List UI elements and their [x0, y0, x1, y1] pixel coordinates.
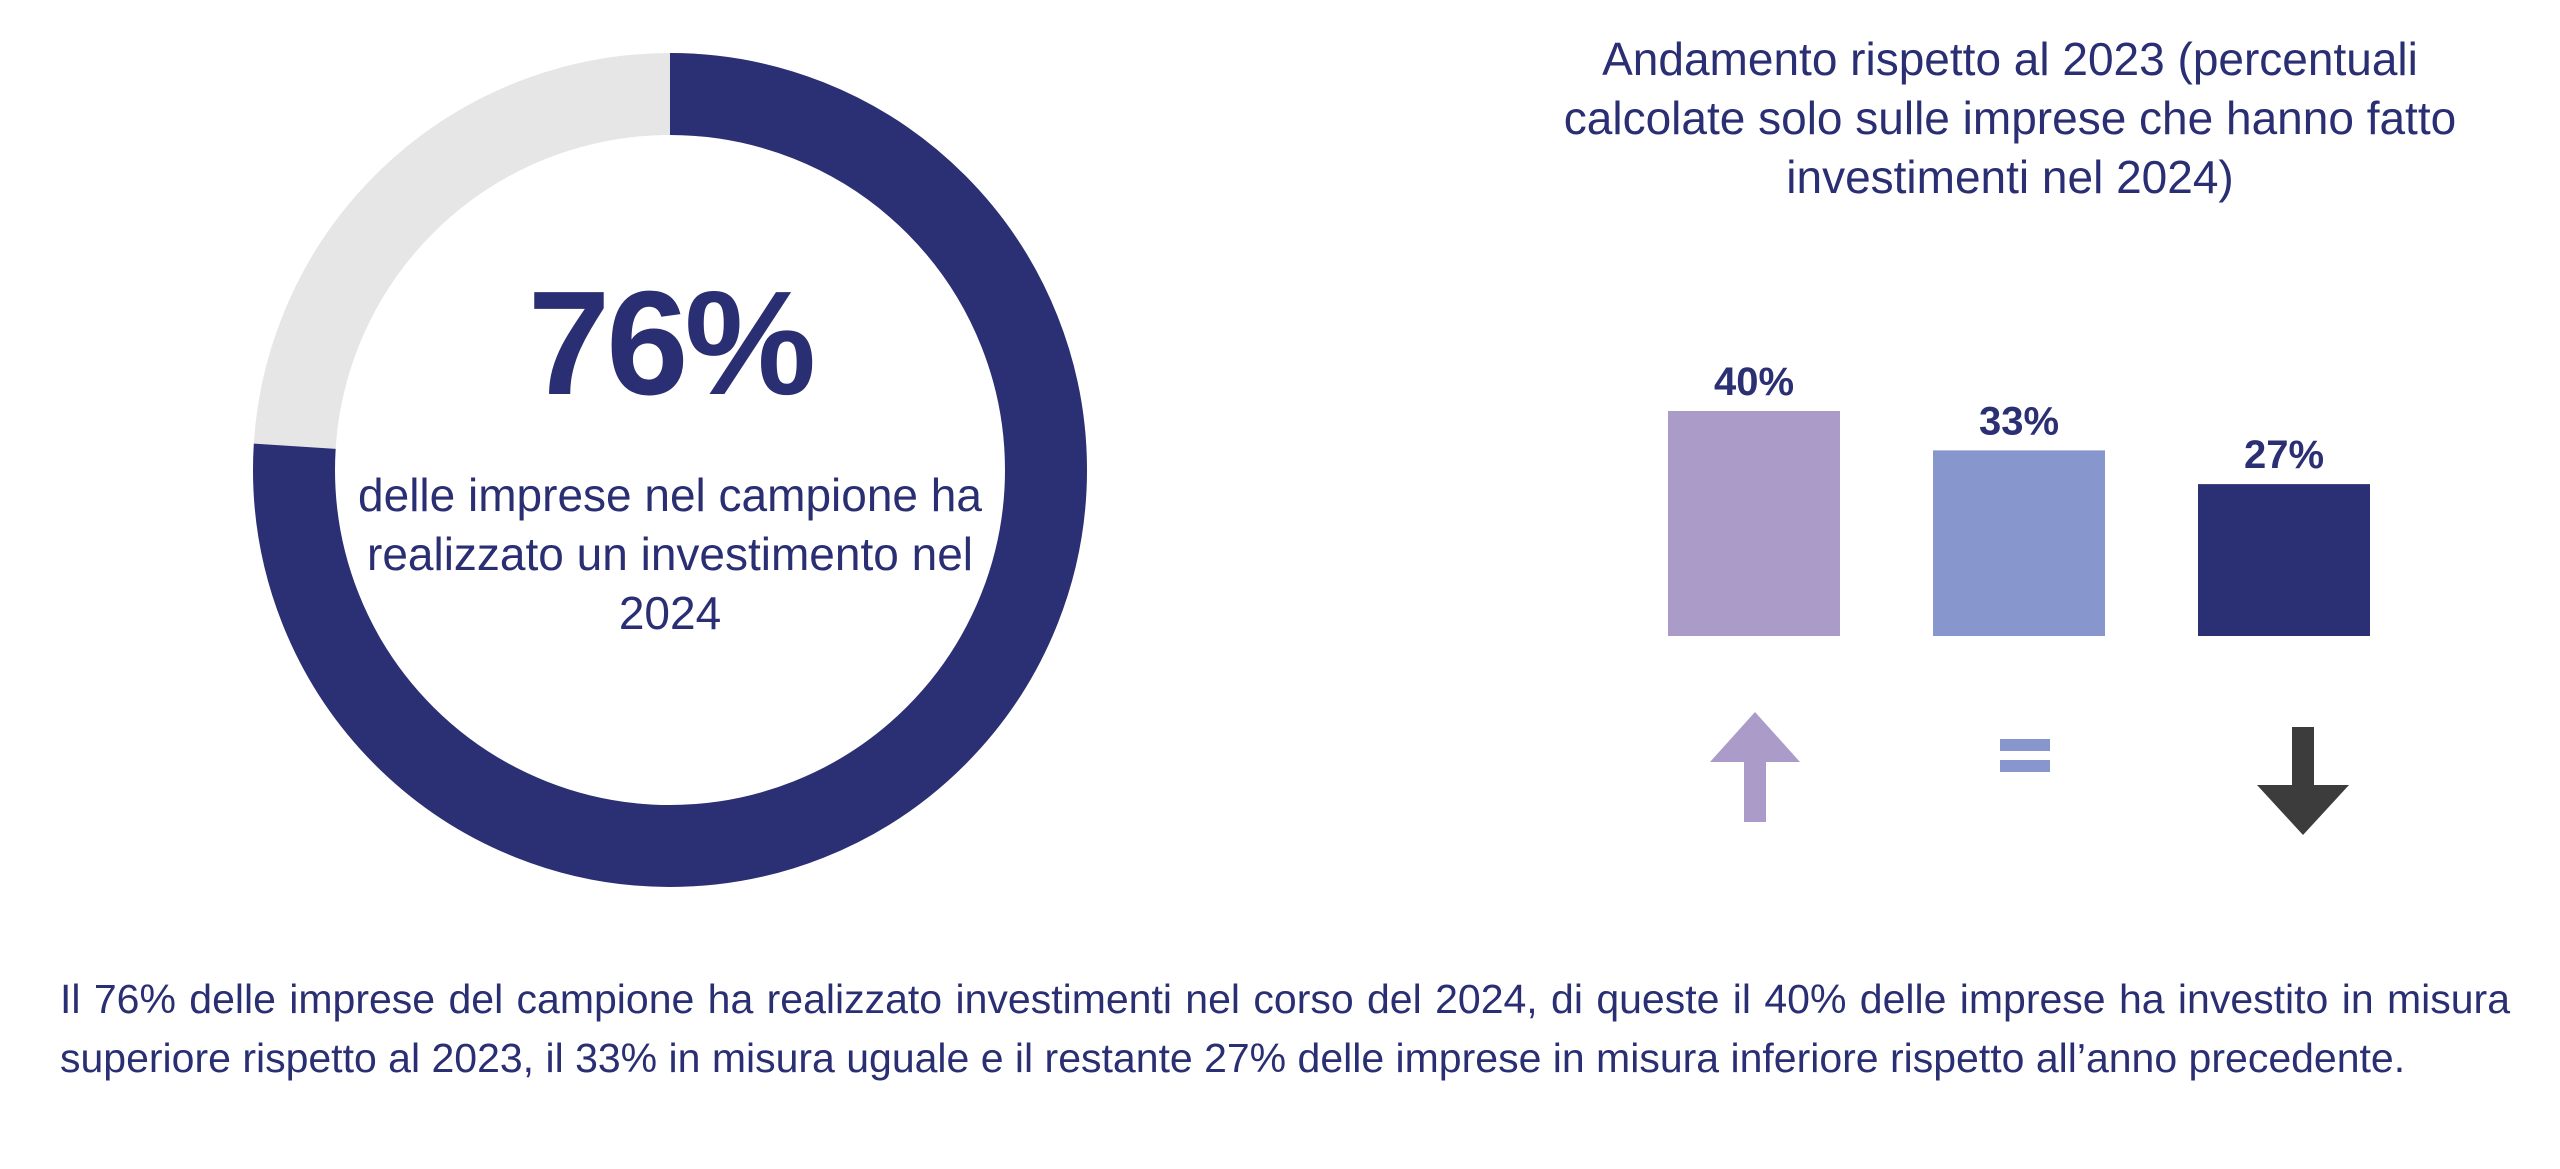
donut-chart [253, 53, 1087, 887]
summary-text: Il 76% delle imprese del campione ha rea… [60, 976, 2510, 1082]
bar-chart: 40% 33% 27% [1668, 360, 2370, 835]
donut-center-value: 76% [527, 261, 816, 426]
bar-chart-title: Andamento rispetto al 2023 (percentuali … [1563, 33, 2457, 203]
bar-label-up: 40% [1714, 360, 1794, 404]
bar-up [1668, 411, 1840, 636]
donut-center-label: 76% delle imprese nel campione ha realiz… [340, 270, 1000, 643]
donut-slice-invested [253, 53, 1087, 887]
equals-icon [2000, 739, 2050, 772]
donut-center-caption: delle imprese nel campione ha realizzato… [358, 469, 982, 639]
bar-down [2198, 484, 2370, 636]
arrow-down-icon [2257, 727, 2349, 835]
bar-label-down: 27% [2244, 433, 2324, 477]
arrow-up-icon [1710, 712, 1800, 822]
bar-label-equal: 33% [1979, 399, 2059, 443]
bar-equal [1933, 450, 2105, 636]
